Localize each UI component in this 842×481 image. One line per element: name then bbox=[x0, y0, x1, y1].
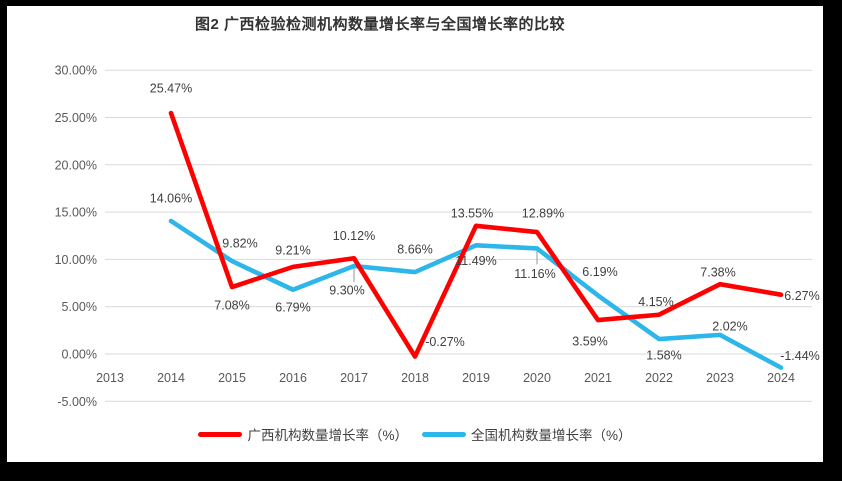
data-label: 9.21% bbox=[275, 243, 310, 257]
x-tick-label: 2017 bbox=[340, 371, 368, 385]
y-tick-label: -5.00% bbox=[57, 395, 97, 409]
data-label: 7.08% bbox=[214, 299, 249, 313]
data-label: 25.47% bbox=[150, 82, 192, 96]
legend-label-national: 全国机构数量增长率（%） bbox=[471, 428, 632, 443]
x-tick-label: 2022 bbox=[645, 371, 673, 385]
y-tick-label: 15.00% bbox=[55, 206, 97, 220]
y-tick-label: 20.00% bbox=[55, 158, 97, 172]
guangxi-series-line-icon bbox=[198, 431, 243, 437]
y-tick-label: 30.00% bbox=[55, 64, 97, 78]
data-label: 6.79% bbox=[275, 300, 310, 314]
data-label: 14.06% bbox=[150, 191, 192, 205]
data-label: 3.59% bbox=[572, 335, 607, 349]
x-tick-label: 2020 bbox=[523, 371, 551, 385]
data-label: 2.02% bbox=[712, 319, 747, 333]
data-label: 13.55% bbox=[451, 206, 493, 220]
national-series-line bbox=[168, 218, 784, 370]
x-tick-label: 2021 bbox=[584, 371, 612, 385]
x-tick-label: 2023 bbox=[706, 371, 734, 385]
legend-item-guangxi: 广西机构数量增长率（%） bbox=[198, 424, 408, 444]
x-tick-label: 2016 bbox=[279, 371, 307, 385]
data-label: 4.15% bbox=[638, 295, 673, 309]
legend-label-guangxi: 广西机构数量增长率（%） bbox=[247, 428, 408, 443]
y-tick-label: 5.00% bbox=[62, 300, 97, 314]
data-label: 1.58% bbox=[646, 349, 681, 363]
x-tick-label: 2013 bbox=[96, 371, 124, 385]
y-tick-label: 10.00% bbox=[55, 253, 97, 267]
data-label: -0.27% bbox=[425, 335, 465, 349]
chart-title: 图2 广西检验检测机构数量增长率与全国增长率的比较 bbox=[194, 16, 565, 33]
chart-canvas bbox=[7, 6, 823, 462]
data-label: 10.12% bbox=[333, 229, 375, 243]
legend: 广西机构数量增长率（%） 全国机构数量增长率（%） bbox=[170, 424, 660, 444]
data-label: -1.44% bbox=[780, 349, 820, 363]
data-label: 11.49% bbox=[455, 254, 496, 268]
data-label: 7.38% bbox=[700, 266, 735, 280]
y-tick-label: 25.00% bbox=[55, 111, 97, 125]
data-label: 9.82% bbox=[222, 237, 257, 251]
data-label: 6.27% bbox=[784, 289, 819, 303]
y-tick-label: 0.00% bbox=[62, 348, 97, 362]
data-label: 8.66% bbox=[397, 243, 432, 257]
national-series-line-icon bbox=[422, 431, 466, 437]
x-tick-label: 2024 bbox=[767, 371, 795, 385]
x-tick-label: 2014 bbox=[157, 371, 185, 385]
data-label: 6.19% bbox=[582, 265, 617, 279]
x-tick-label: 2015 bbox=[218, 371, 246, 385]
x-tick-label: 2019 bbox=[462, 371, 490, 385]
data-label: 12.89% bbox=[522, 207, 564, 221]
data-label: 9.30% bbox=[329, 284, 364, 298]
x-tick-label: 2018 bbox=[401, 371, 429, 385]
data-label: 11.16% bbox=[514, 267, 555, 281]
legend-item-national: 全国机构数量增长率（%） bbox=[422, 424, 632, 444]
guangxi-series-line bbox=[168, 110, 784, 359]
